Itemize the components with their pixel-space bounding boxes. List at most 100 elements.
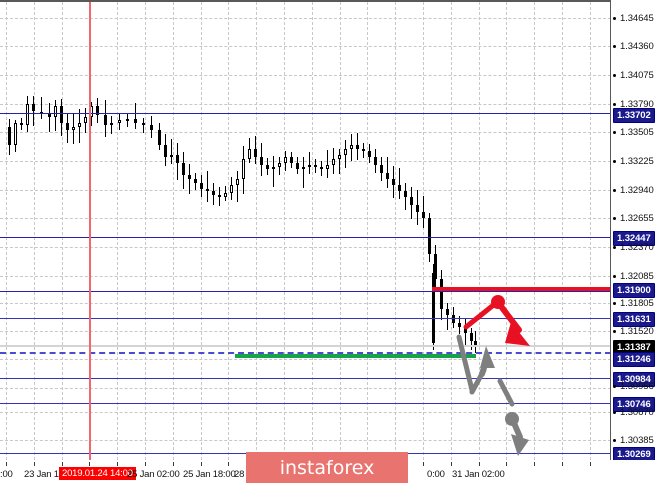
price-label-text: 1.33505 <box>620 127 654 138</box>
price-label-text: 1.33790 <box>620 99 654 110</box>
price-label-1.33790: 1.33790 <box>613 99 654 110</box>
vertical-gridline <box>62 2 63 460</box>
vertical-gridline <box>367 2 368 460</box>
candle-body <box>254 149 257 158</box>
horizontal-gridline <box>0 218 611 219</box>
price-tick-dot-icon <box>613 302 616 305</box>
candle-body <box>290 157 293 163</box>
candle-body <box>48 113 51 118</box>
time-tick <box>117 462 118 466</box>
candle-wick <box>327 149 328 178</box>
time-label-25-Jan-02-00: 25 Jan 02:00 <box>127 469 180 480</box>
time-tick <box>479 462 480 466</box>
candle-wick <box>309 151 310 174</box>
candle-body <box>118 120 121 124</box>
level-line-1.31246-dashed <box>0 352 611 354</box>
time-label-0-00: 0:00 <box>427 469 445 480</box>
horizontal-gridline <box>0 412 611 413</box>
price-tick-dot-icon <box>613 103 616 106</box>
resistance-line-red <box>432 287 611 291</box>
candle-body <box>374 157 377 165</box>
support-line-green <box>235 354 476 358</box>
candle-wick <box>303 156 304 188</box>
candle-body <box>182 162 185 175</box>
price-tick-dot-icon <box>613 45 616 48</box>
time-tick <box>590 462 591 466</box>
candle-body <box>440 278 443 309</box>
time-label-28: 28 <box>234 469 245 480</box>
price-label-1.34645: 1.34645 <box>613 13 654 24</box>
candle-wick <box>423 196 424 229</box>
price-tick-dot-icon <box>613 275 616 278</box>
candle-body <box>386 172 389 179</box>
candle-body <box>14 123 17 146</box>
horizontal-gridline <box>0 388 611 389</box>
time-label-2019-01-24-14-00: 2019.01.24 14:00 <box>59 467 136 480</box>
price-label-1.31900: 1.31900 <box>613 283 655 298</box>
price-label-text: 1.33225 <box>620 156 654 167</box>
vertical-gridline <box>284 2 285 460</box>
candle-body <box>272 166 275 169</box>
candle-body <box>326 164 329 169</box>
candle-wick <box>143 117 144 133</box>
level-line-1.30984 <box>0 378 611 379</box>
candle-body <box>416 204 419 213</box>
candle-body <box>60 105 63 124</box>
price-label-1.30670: 1.30670 <box>613 407 654 418</box>
vertical-gridline <box>506 2 507 460</box>
price-label-1.30956: 1.30956 <box>613 381 654 392</box>
time-label-23-Jan-18: 23 Jan 18 <box>24 469 64 480</box>
candle-body <box>84 117 87 124</box>
gray-down-arrow <box>497 378 529 456</box>
time-tick <box>6 462 7 466</box>
price-axis[interactable]: 1.34645 1.34360 1.34075 1.33790 1.33702 1.335… <box>611 0 665 473</box>
price-label-1.31246: 1.31246 <box>613 352 655 367</box>
candle-body <box>104 115 107 126</box>
level-line-1.31631 <box>0 318 611 319</box>
candle-body <box>236 178 239 185</box>
price-tick-dot-icon <box>613 246 616 249</box>
vertical-gridline <box>590 2 591 460</box>
candle-body <box>350 145 353 150</box>
price-label-text: 1.30956 <box>620 381 654 392</box>
candle-body <box>8 127 11 146</box>
candle-body <box>446 308 449 316</box>
candle-body <box>218 194 221 197</box>
price-label-1.33225: 1.33225 <box>613 156 654 167</box>
vertical-gridline <box>6 2 7 460</box>
horizontal-gridline <box>0 247 611 248</box>
horizontal-gridline <box>0 440 611 441</box>
horizontal-gridline <box>0 46 611 47</box>
vertical-gridline <box>256 2 257 460</box>
price-tick-dot-icon <box>613 74 616 77</box>
candle-body <box>96 105 99 116</box>
chart-plot-area[interactable] <box>0 0 611 460</box>
candle-body <box>434 254 437 279</box>
vertical-gridline <box>312 2 313 460</box>
horizontal-gridline <box>0 75 611 76</box>
price-tick-dot-icon <box>613 439 616 442</box>
time-label-31-Jan-02-00: 31 Jan 02:00 <box>452 469 505 480</box>
price-tick-dot-icon <box>613 17 616 20</box>
candle-body <box>410 196 413 205</box>
price-label-text: 1.34645 <box>620 13 654 24</box>
candle-wick <box>189 164 190 194</box>
price-label-1.34360: 1.34360 <box>613 41 654 52</box>
price-label-1.32370: 1.32370 <box>613 242 654 253</box>
candle-body <box>150 125 153 131</box>
candle-body <box>332 159 335 165</box>
price-label-1.34075: 1.34075 <box>613 70 654 81</box>
candle-body <box>170 155 173 158</box>
candle-body <box>422 212 425 219</box>
candle-body <box>110 123 113 126</box>
horizontal-gridline <box>0 104 611 105</box>
vertical-gridline <box>34 2 35 460</box>
vertical-gridline <box>145 2 146 460</box>
price-tick-dot-icon <box>613 160 616 163</box>
price-tick-dot-icon <box>613 411 616 414</box>
horizontal-gridline <box>0 161 611 162</box>
vertical-gridline <box>117 2 118 460</box>
candle-body <box>206 188 209 191</box>
price-label-1.33505: 1.33505 <box>613 127 654 138</box>
